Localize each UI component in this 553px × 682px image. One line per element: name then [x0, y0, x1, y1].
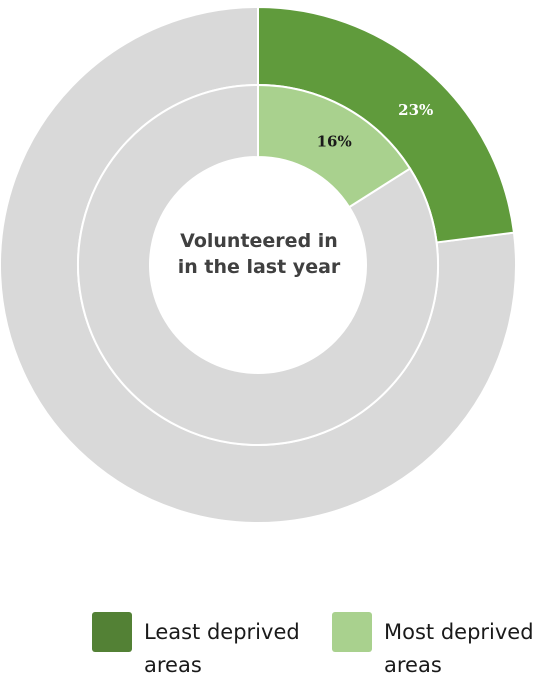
legend-swatch-least-deprived [92, 612, 132, 652]
legend-label-least-deprived: Least deprived areas [144, 620, 300, 677]
center-label: Volunteered in in the last year [177, 230, 341, 278]
chart-svg: 23% 16% [0, 5, 517, 524]
slice-remainder-most-deprived [77, 83, 439, 446]
legend-swatch-most-deprived [332, 612, 372, 652]
data-label-most-deprived: 16% [317, 133, 352, 151]
legend-label-most-deprived: Most deprived areas [384, 620, 534, 677]
nested-donut-chart: 23% 16% Volunteered in in the last year [0, 5, 517, 524]
chart-legend: Least deprived areas Most deprived areas [0, 600, 553, 682]
data-label-least-deprived: 23% [398, 101, 433, 119]
slice-most-deprived [257, 83, 412, 209]
